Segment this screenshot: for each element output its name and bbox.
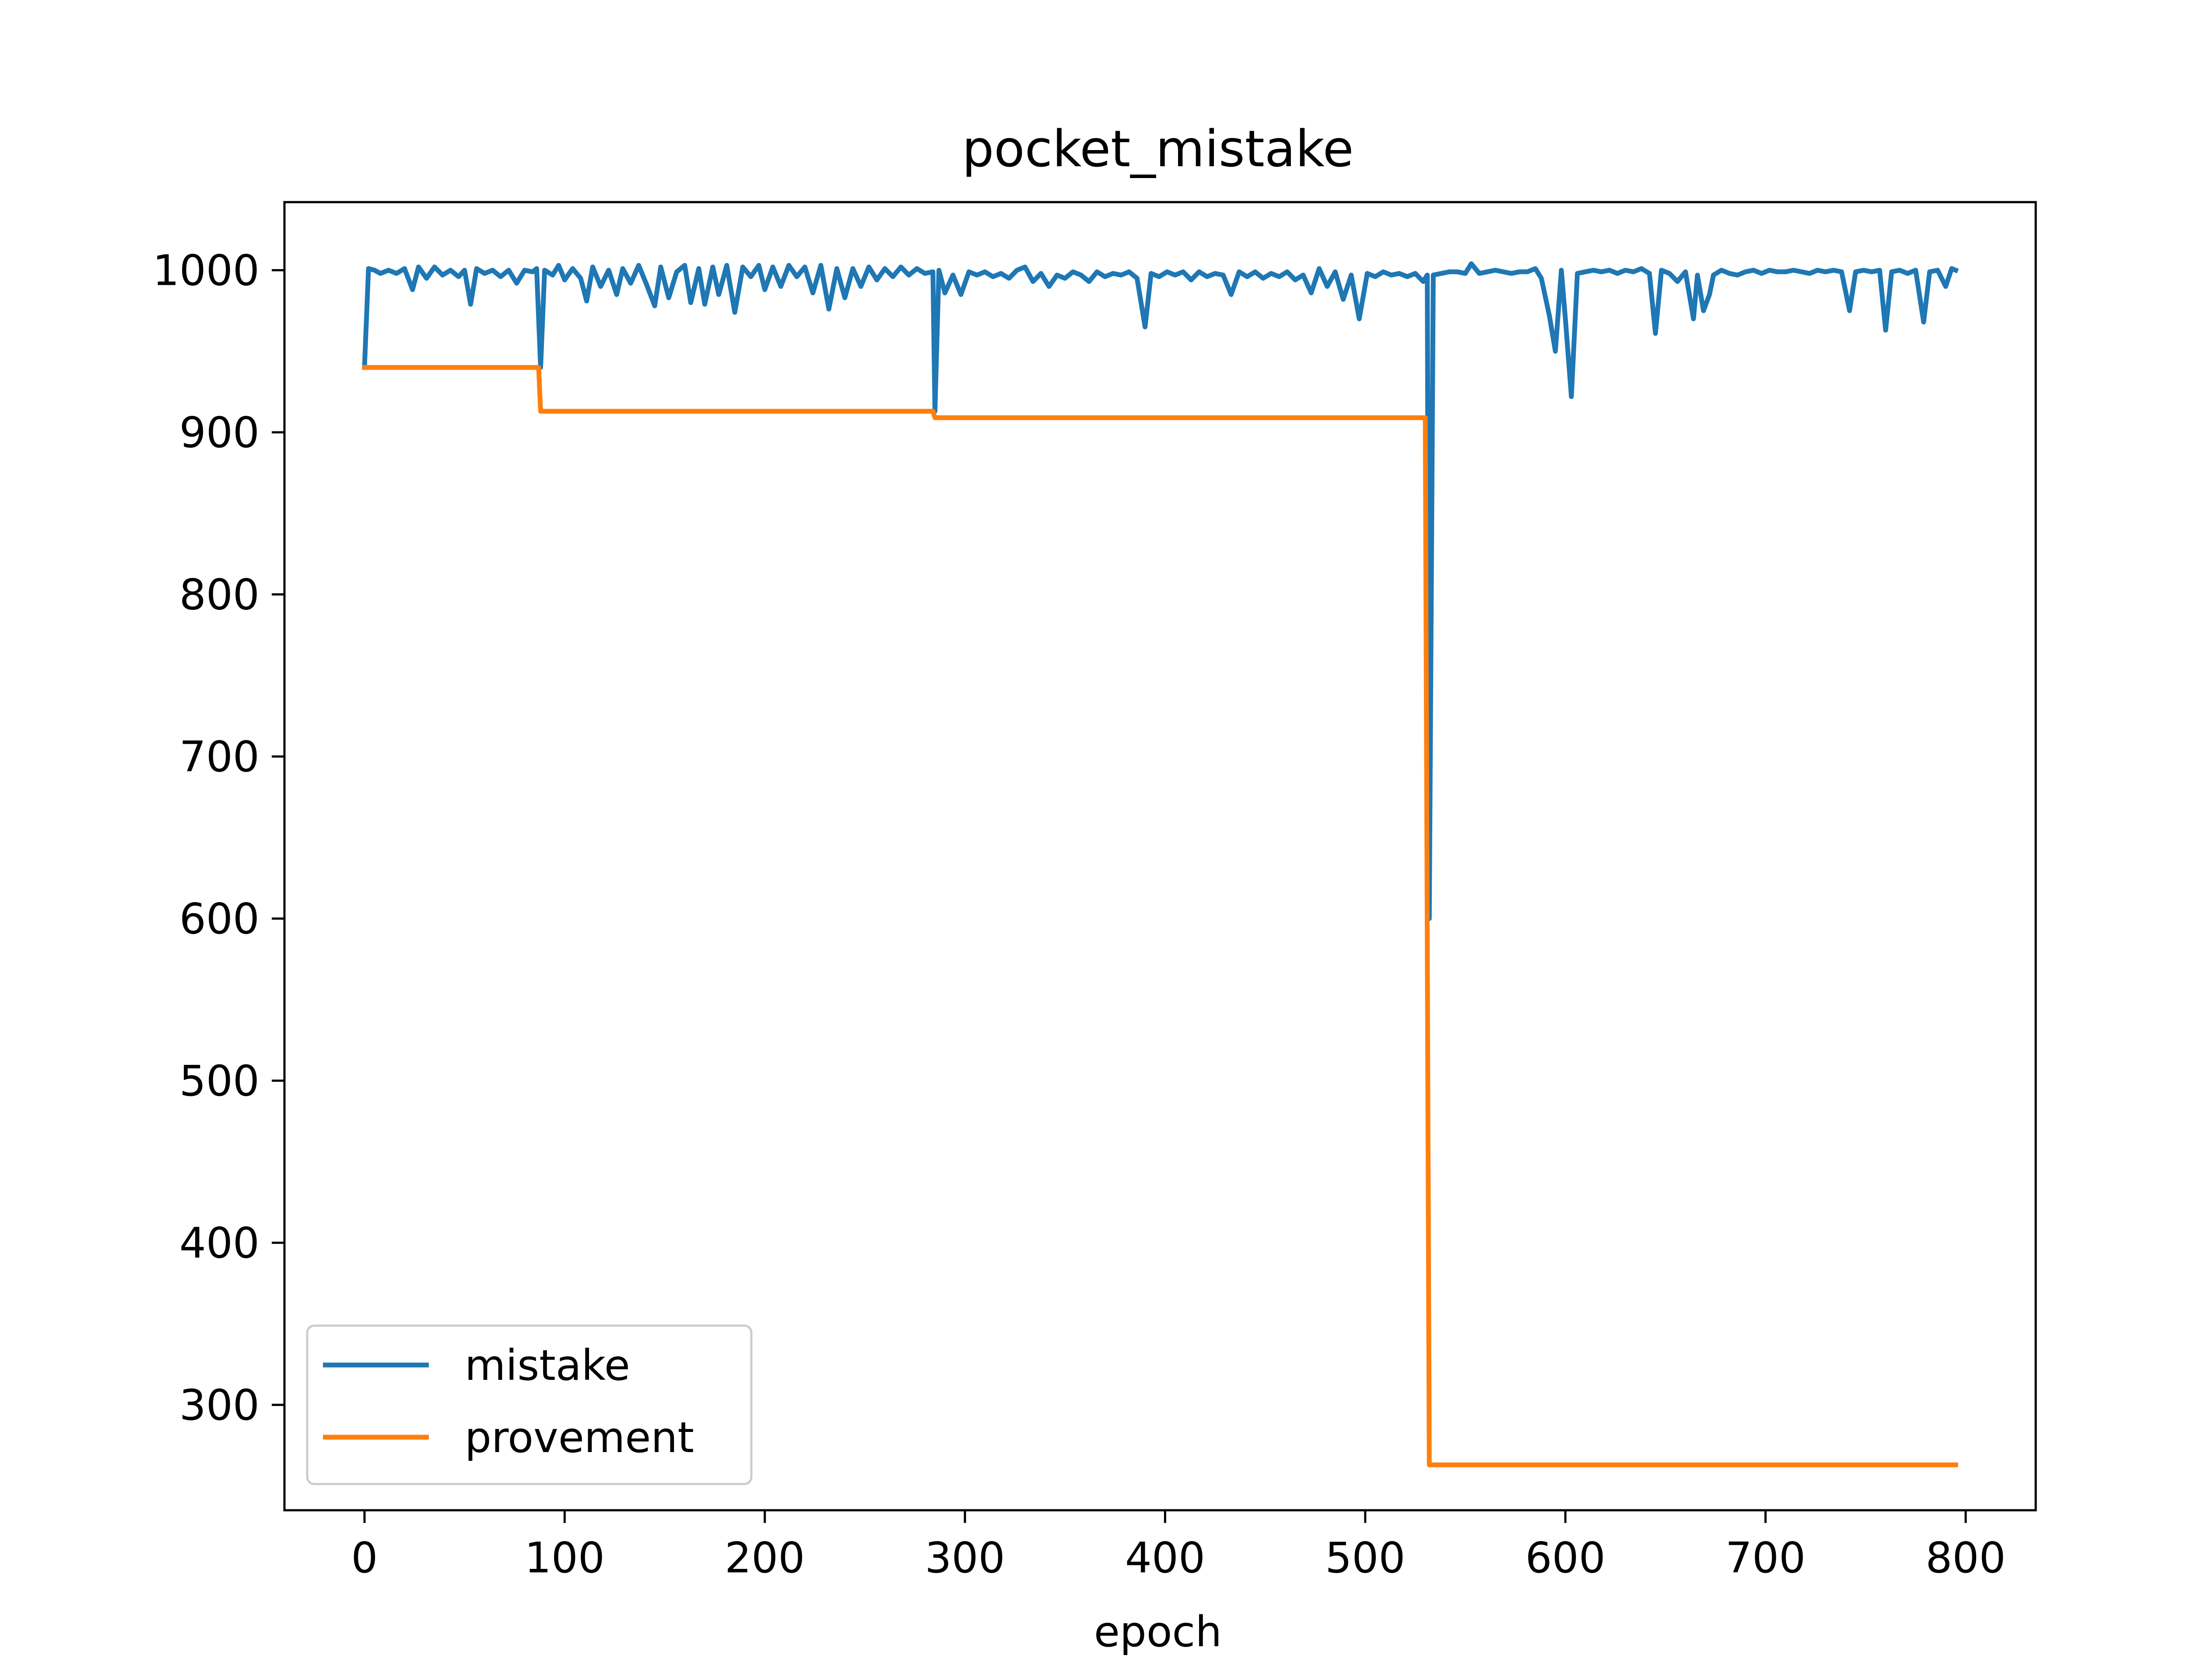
y-tick-label: 600 <box>179 895 259 944</box>
legend: mistake provement <box>306 1324 753 1485</box>
x-tick-label: 300 <box>925 1533 1005 1582</box>
x-tick-label: 100 <box>525 1533 605 1582</box>
y-tick-label: 900 <box>179 408 259 457</box>
y-tick-label: 700 <box>179 732 259 781</box>
x-tick-label: 0 <box>351 1533 378 1582</box>
x-tick-label: 500 <box>1325 1533 1405 1582</box>
y-tick-label: 800 <box>179 570 259 620</box>
x-tick-label: 600 <box>1525 1533 1606 1582</box>
x-axis: 0 100 200 300 400 500 600 700 800 <box>351 1510 2006 1582</box>
plot-frame <box>283 201 2037 1512</box>
y-tick-label: 500 <box>179 1057 259 1106</box>
y-tick-label: 1000 <box>153 246 259 295</box>
chart-title: pocket_mistake <box>962 120 1353 178</box>
legend-label-provement: provement <box>465 1413 694 1462</box>
x-tick-label: 700 <box>1725 1533 1806 1582</box>
x-tick-label: 400 <box>1125 1533 1205 1582</box>
x-axis-label: epoch <box>1094 1607 1222 1656</box>
series-line-mistake <box>362 261 1959 921</box>
x-tick-label: 800 <box>1925 1533 2006 1582</box>
y-axis: 300 400 500 600 700 800 900 1000 <box>153 246 284 1430</box>
legend-label-mistake: mistake <box>465 1341 630 1390</box>
x-tick-label: 200 <box>725 1533 805 1582</box>
y-tick-label: 300 <box>179 1381 259 1430</box>
y-tick-label: 400 <box>179 1219 259 1268</box>
series-line-provement <box>362 365 1958 1467</box>
